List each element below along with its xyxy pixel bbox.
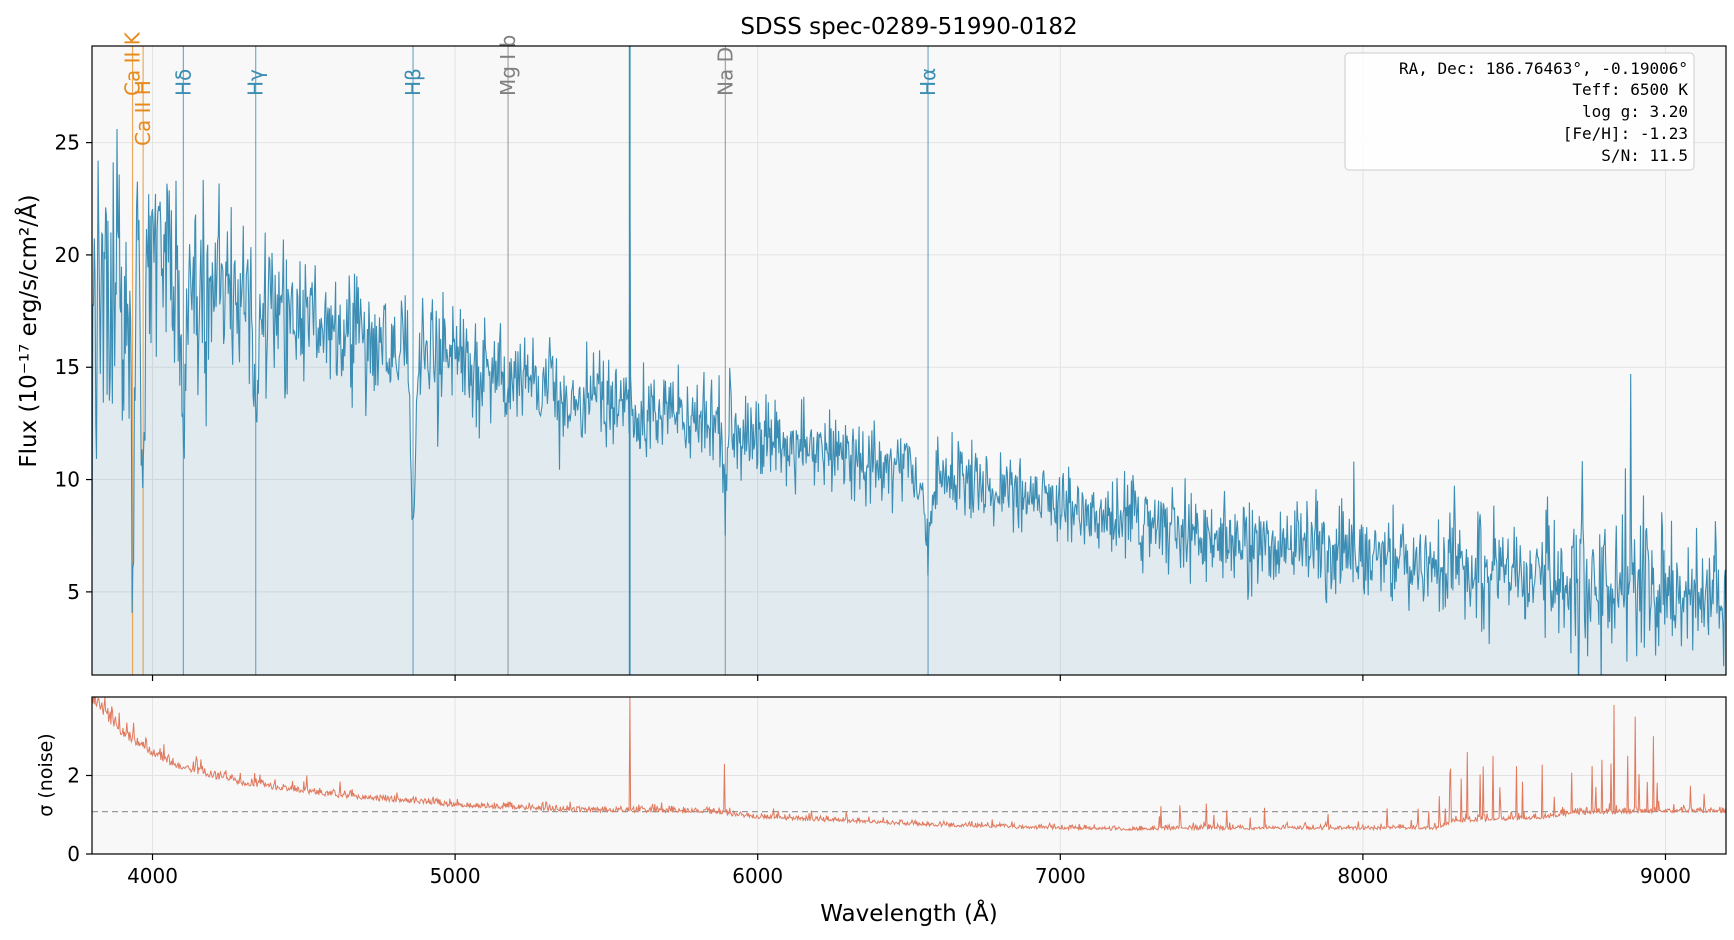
- spectral-line-label: Hβ: [401, 68, 425, 96]
- flux-y-tick-label: 25: [55, 131, 80, 155]
- flux-x-ticks: [151, 675, 1667, 681]
- flux-series: [92, 128, 1726, 675]
- noise-series: [92, 697, 1726, 832]
- chart-title: SDSS spec-0289-51990-0182: [740, 14, 1077, 40]
- spectral-line-labels: Ca II KCa II H Hδ Hγ Hβ Mg I b Na D Hα: [121, 31, 941, 146]
- noise-sigma-line: [92, 697, 1726, 832]
- flux-y-ticks: 5 10 15 20 25: [55, 131, 92, 604]
- info-snr: S/N: 11.5: [1601, 146, 1688, 165]
- flux-y-tick-label: 15: [55, 355, 80, 379]
- noise-y-tick-label: 2: [67, 764, 80, 788]
- noise-x-ticks: 4000 5000 6000 7000 8000 9000: [127, 854, 1691, 888]
- x-tick-label: 9000: [1640, 864, 1691, 888]
- spectral-line-label: Hγ: [244, 69, 268, 96]
- flux-panel: Ca II KCa II H Hδ Hγ Hβ Mg I b Na D Hα 5 10 15 20…: [14, 31, 1727, 681]
- spectral-line-label: Mg I b: [496, 35, 520, 96]
- info-logg: log g: 3.20: [1582, 102, 1688, 121]
- flux-panel-frame: [91, 45, 1727, 676]
- spectral-line-label: Na D: [713, 47, 737, 96]
- flux-y-tick-label: 5: [67, 580, 80, 604]
- noise-y-axis-label: σ (noise): [35, 733, 57, 816]
- flux-y-axis-label: Flux (10⁻¹⁷ erg/s/cm²/Å): [14, 194, 42, 467]
- spectral-line-label: Hδ: [171, 69, 195, 96]
- noise-panel: 02 4000 5000 6000 7000 8000 9000 σ (noise) Wa…: [35, 696, 1727, 927]
- x-tick-label: 7000: [1035, 864, 1086, 888]
- x-tick-label: 4000: [127, 864, 178, 888]
- spectral-line-label: Ca II K: [121, 31, 145, 96]
- info-ra-dec: RA, Dec: 186.76463°, -0.19006°: [1399, 59, 1688, 78]
- flux-line: [92, 128, 1726, 675]
- noise-y-tick-label: 0: [67, 842, 80, 866]
- noise-y-ticks: 02: [67, 764, 92, 866]
- flux-y-tick-label: 10: [55, 468, 80, 492]
- x-tick-label: 6000: [732, 864, 783, 888]
- info-feh: [Fe/H]: -1.23: [1563, 124, 1688, 143]
- info-box-frame: [1344, 52, 1695, 171]
- spectral-line-label: Ca II H: [131, 80, 155, 146]
- flux-y-tick-label: 20: [55, 243, 80, 267]
- x-tick-label: 8000: [1337, 864, 1388, 888]
- info-teff: Teff: 6500 K: [1572, 80, 1688, 99]
- x-axis-label: Wavelength (Å): [820, 899, 997, 927]
- spectral-line-label: Hα: [916, 68, 940, 96]
- x-tick-label: 5000: [430, 864, 481, 888]
- stellar-info-box: RA, Dec: 186.76463°, -0.19006° Teff: 650…: [1344, 52, 1695, 171]
